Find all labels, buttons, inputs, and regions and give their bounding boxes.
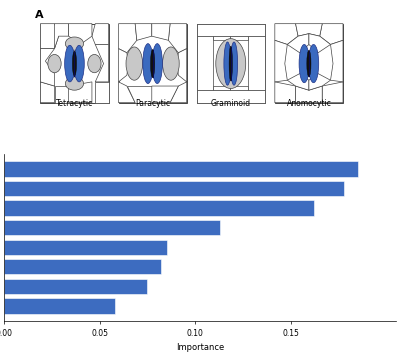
Polygon shape	[287, 73, 309, 90]
Polygon shape	[118, 24, 137, 53]
Polygon shape	[213, 36, 230, 40]
Polygon shape	[177, 49, 187, 82]
Ellipse shape	[48, 54, 61, 73]
Bar	[4, 201, 314, 216]
Polygon shape	[118, 49, 128, 82]
Text: A: A	[35, 10, 44, 19]
Ellipse shape	[72, 51, 76, 76]
Polygon shape	[152, 24, 170, 40]
Polygon shape	[127, 86, 152, 103]
Ellipse shape	[126, 47, 143, 80]
Bar	[4, 259, 161, 275]
Polygon shape	[135, 24, 152, 40]
Polygon shape	[69, 24, 92, 44]
Polygon shape	[152, 86, 178, 103]
Polygon shape	[230, 36, 248, 40]
Ellipse shape	[230, 42, 238, 85]
Polygon shape	[118, 82, 135, 103]
Polygon shape	[320, 24, 343, 44]
Polygon shape	[40, 82, 54, 103]
Polygon shape	[230, 86, 248, 90]
Polygon shape	[287, 34, 309, 53]
Ellipse shape	[162, 47, 179, 80]
Bar	[4, 161, 358, 176]
Polygon shape	[54, 24, 69, 49]
Ellipse shape	[224, 42, 231, 85]
Text: Tetracytic: Tetracytic	[56, 100, 93, 108]
X-axis label: Importance: Importance	[176, 343, 224, 352]
Text: Graminoid: Graminoid	[211, 100, 251, 108]
Bar	[40, 24, 108, 103]
Ellipse shape	[152, 44, 162, 84]
Ellipse shape	[65, 45, 75, 82]
Polygon shape	[197, 24, 265, 36]
Text: Anomocytic: Anomocytic	[286, 100, 331, 108]
Bar	[197, 24, 265, 103]
Polygon shape	[330, 40, 343, 82]
Polygon shape	[322, 82, 343, 103]
Polygon shape	[275, 24, 298, 44]
Polygon shape	[197, 36, 213, 90]
Ellipse shape	[229, 46, 232, 81]
Polygon shape	[296, 24, 322, 36]
Text: Paracytic: Paracytic	[135, 100, 170, 108]
Polygon shape	[275, 82, 296, 103]
Ellipse shape	[74, 45, 84, 82]
Bar	[4, 220, 220, 235]
Polygon shape	[309, 73, 330, 90]
Bar	[4, 240, 166, 255]
Polygon shape	[213, 86, 230, 90]
Ellipse shape	[299, 44, 310, 83]
Polygon shape	[69, 82, 92, 103]
Polygon shape	[95, 82, 108, 103]
Polygon shape	[92, 24, 108, 44]
Polygon shape	[40, 49, 54, 86]
Ellipse shape	[143, 44, 153, 84]
Polygon shape	[197, 90, 265, 103]
Ellipse shape	[307, 50, 311, 77]
Polygon shape	[296, 86, 322, 103]
Ellipse shape	[308, 44, 319, 83]
Ellipse shape	[150, 49, 155, 78]
Bar	[275, 24, 343, 103]
Polygon shape	[275, 40, 287, 82]
Polygon shape	[95, 44, 108, 82]
Ellipse shape	[65, 37, 84, 50]
Bar	[4, 181, 344, 196]
Polygon shape	[248, 36, 265, 90]
Polygon shape	[170, 82, 187, 103]
Bar	[4, 298, 115, 313]
Bar	[118, 24, 187, 103]
Polygon shape	[309, 34, 330, 53]
Ellipse shape	[65, 77, 84, 90]
Polygon shape	[40, 24, 59, 49]
Ellipse shape	[88, 54, 101, 73]
Polygon shape	[168, 24, 187, 53]
Bar	[4, 279, 148, 294]
Polygon shape	[54, 86, 69, 103]
Ellipse shape	[216, 38, 246, 89]
